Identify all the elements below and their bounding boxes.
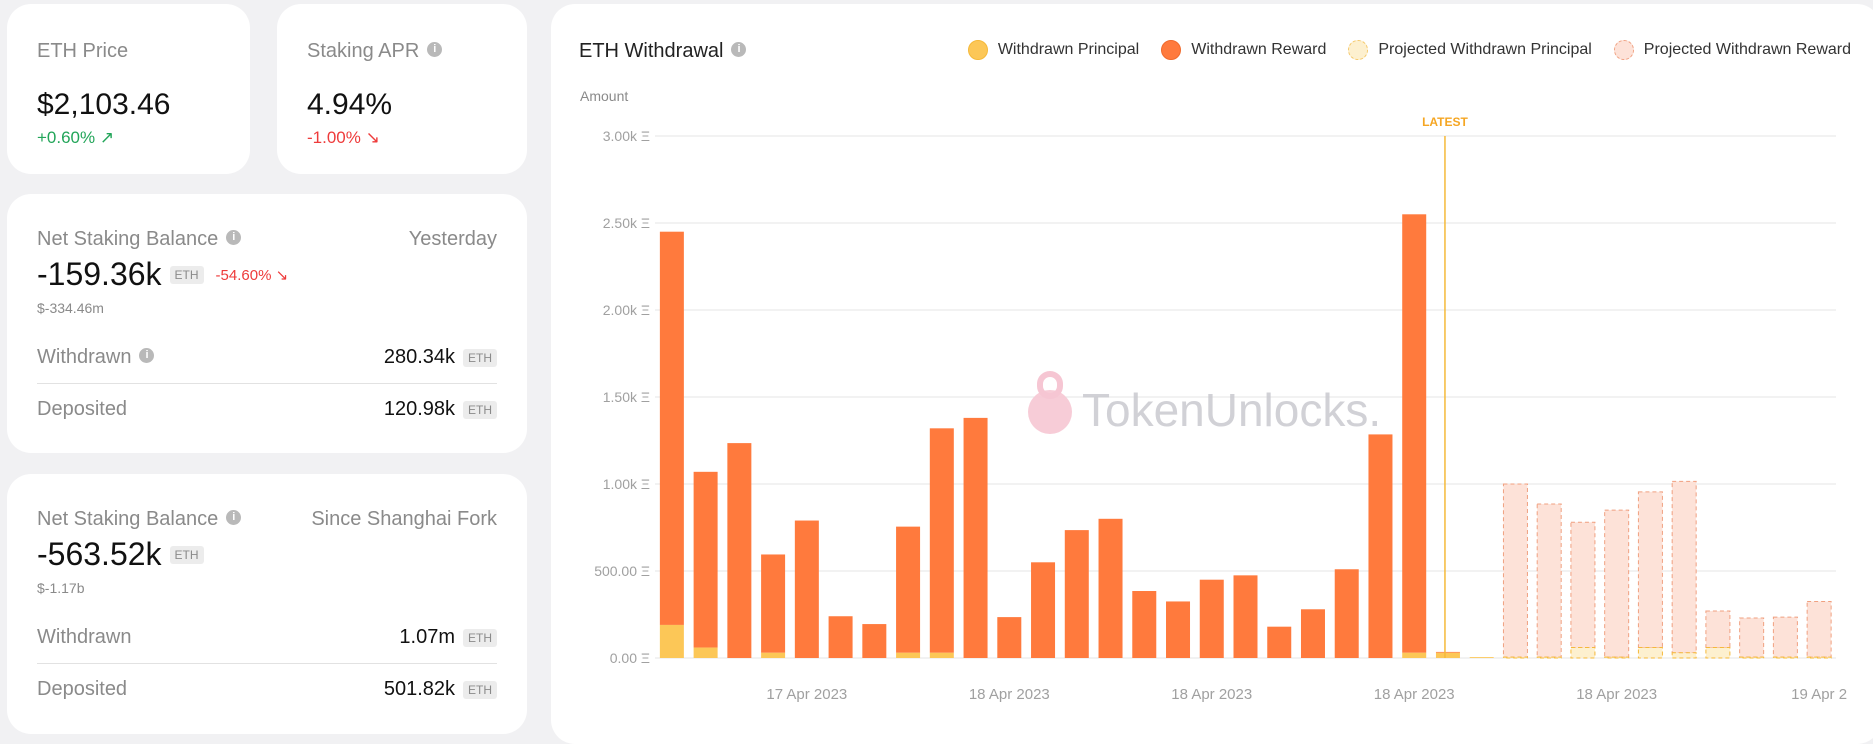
deposited-row: Deposited 501.82k ETH	[37, 663, 497, 715]
net-yesterday-usd: $-334.46m	[37, 300, 104, 316]
withdrawn-value: 1.07m	[399, 625, 455, 648]
info-icon[interactable]: i	[226, 510, 242, 526]
withdrawn-value: 280.34k	[383, 345, 455, 368]
net-since-period: Since Shanghai Fork	[311, 508, 497, 530]
net-staking-since-card: Net Staking Balance i Since Shanghai Fork…	[7, 474, 527, 734]
divider	[37, 383, 497, 384]
net-staking-yesterday-card: Net Staking Balance i Yesterday -159.36k …	[7, 194, 527, 453]
withdrawn-label: Withdrawn	[37, 345, 132, 368]
withdrawn-row: Withdrawn i 280.34k ETH	[37, 331, 497, 383]
arrow-down-right-icon: ↘	[365, 128, 380, 147]
deposited-label: Deposited	[37, 397, 128, 420]
withdrawn-value-wrap: 280.34k ETH	[384, 346, 497, 369]
eth-price-label: ETH Price	[37, 40, 129, 62]
staking-apr-change-value: -1.00%	[307, 128, 361, 147]
info-icon[interactable]: i	[427, 42, 443, 58]
withdrawn-value-wrap: 1.07m ETH	[399, 626, 497, 649]
withdrawn-label: Withdrawn	[37, 625, 132, 648]
eth-unit-tag: ETH	[169, 545, 204, 564]
net-since-label: Net Staking Balance	[37, 508, 219, 530]
deposited-value: 501.82k	[383, 677, 455, 700]
info-icon[interactable]: i	[226, 230, 242, 246]
eth-unit-tag: ETH	[463, 681, 497, 700]
arrow-down-right-icon: ↘	[275, 266, 289, 284]
legend-label: Projected Withdrawn Principal	[1378, 41, 1592, 58]
eth-withdrawal-chart-card: ETH Withdrawal i Withdrawn Principal Withd…	[551, 4, 1873, 744]
staking-apr-card: Staking APR i 4.94% -1.00% ↘	[277, 4, 527, 174]
chart-title-wrap: ETH Withdrawal i	[579, 40, 747, 63]
eth-price-change: +0.60% ↗	[37, 128, 114, 148]
net-since-usd: $-1.17b	[37, 580, 85, 596]
net-yesterday-change: -54.60% ↘	[216, 266, 289, 284]
eth-price-change-value: +0.60%	[37, 128, 96, 147]
withdrawn-row: Withdrawn 1.07m ETH	[37, 611, 497, 663]
eth-price-card: ETH Price $2,103.46 +0.60% ↗	[7, 4, 250, 174]
net-yesterday-change-value: -54.60%	[215, 266, 272, 284]
divider	[37, 663, 497, 664]
deposited-row: Deposited 120.98k ETH	[37, 383, 497, 435]
eth-price-value: $2,103.46	[37, 88, 171, 121]
legend-item[interactable]: Withdrawn Principal	[967, 40, 1140, 60]
chart-legend: Withdrawn Principal Withdrawn Reward Proje…	[946, 40, 1851, 60]
net-yesterday-value: -159.36k	[37, 256, 162, 292]
legend-item[interactable]: Projected Withdrawn Principal	[1348, 40, 1592, 60]
deposited-value-wrap: 501.82k ETH	[384, 678, 497, 701]
legend-swatch-icon	[1161, 40, 1182, 60]
info-icon[interactable]: i	[139, 347, 155, 363]
eth-unit-tag: ETH	[463, 629, 497, 648]
legend-swatch-icon	[967, 40, 988, 60]
legend-label: Projected Withdrawn Reward	[1643, 41, 1851, 58]
staking-apr-value: 4.94%	[307, 88, 393, 121]
eth-unit-tag: ETH	[169, 265, 204, 284]
info-icon[interactable]: i	[731, 42, 747, 58]
legend-swatch-icon	[1348, 40, 1369, 60]
staking-apr-label: Staking APR	[307, 40, 420, 62]
deposited-value: 120.98k	[383, 397, 455, 420]
legend-swatch-icon	[1613, 40, 1634, 60]
deposited-label: Deposited	[37, 677, 128, 700]
deposited-value-wrap: 120.98k ETH	[384, 398, 497, 421]
legend-label: Withdrawn Reward	[1191, 41, 1327, 58]
eth-unit-tag: ETH	[463, 401, 497, 420]
net-since-value: -563.52k	[37, 536, 162, 572]
legend-item[interactable]: Withdrawn Reward	[1161, 40, 1326, 60]
arrow-up-right-icon: ↗	[99, 128, 115, 147]
net-since-label-wrap: Net Staking Balance i	[37, 508, 242, 531]
legend-label: Withdrawn Principal	[997, 41, 1140, 58]
eth-unit-tag: ETH	[463, 349, 497, 368]
net-yesterday-label-wrap: Net Staking Balance i	[37, 228, 242, 251]
net-yesterday-value-row: -159.36k ETH -54.60% ↘	[37, 256, 288, 293]
net-yesterday-label: Net Staking Balance	[37, 228, 219, 250]
net-since-value-row: -563.52k ETH	[37, 536, 204, 573]
staking-apr-change: -1.00% ↘	[307, 128, 380, 148]
legend-item[interactable]: Projected Withdrawn Reward	[1613, 40, 1851, 60]
withdrawn-label-wrap: Withdrawn i	[37, 345, 155, 369]
chart-title: ETH Withdrawal	[579, 40, 724, 62]
net-yesterday-period: Yesterday	[408, 228, 497, 250]
staking-apr-label-wrap: Staking APR i	[307, 40, 443, 63]
